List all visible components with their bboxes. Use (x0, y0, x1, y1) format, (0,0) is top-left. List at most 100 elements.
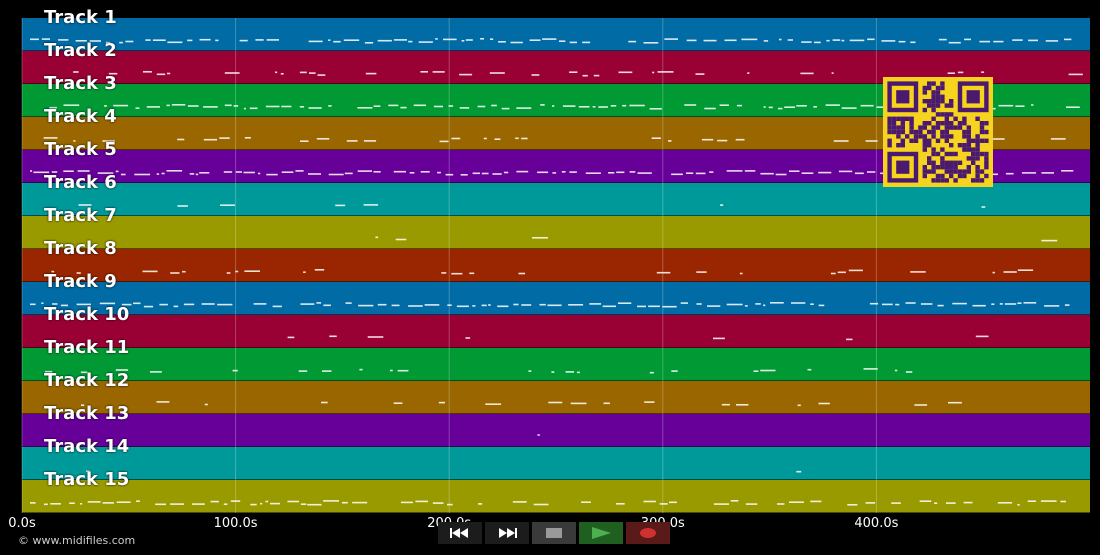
note (397, 369, 409, 372)
note (391, 304, 400, 307)
note (512, 501, 527, 503)
note (133, 302, 141, 305)
track-label: Track 1 (44, 7, 117, 28)
note (377, 303, 387, 306)
note (316, 302, 322, 304)
note (972, 304, 986, 307)
note (460, 174, 468, 176)
note (957, 71, 964, 74)
track-lane (22, 282, 1090, 315)
note (491, 104, 497, 107)
note (243, 171, 255, 174)
note (649, 108, 662, 110)
note (192, 503, 205, 505)
track-label: Track 7 (44, 205, 117, 226)
note (134, 173, 151, 176)
note (373, 105, 381, 107)
note (480, 38, 484, 40)
note (1031, 104, 1034, 106)
note (1017, 504, 1020, 506)
note (826, 39, 830, 42)
note (173, 305, 179, 308)
note (217, 303, 233, 306)
note (515, 137, 519, 140)
note (905, 302, 916, 304)
note (686, 39, 697, 42)
note (1028, 39, 1038, 42)
note (465, 337, 471, 339)
note (998, 104, 1014, 107)
track-lane (22, 414, 1090, 447)
note (317, 74, 326, 76)
note (472, 172, 480, 175)
note (328, 173, 344, 176)
note (63, 104, 80, 106)
note (272, 305, 282, 308)
note (1003, 271, 1017, 273)
note (1064, 304, 1070, 306)
note (300, 140, 309, 142)
track-lane (22, 315, 1090, 348)
note (203, 106, 218, 108)
note (204, 403, 208, 406)
note (226, 272, 231, 274)
note (478, 503, 483, 505)
record-button[interactable] (626, 522, 670, 544)
note (89, 40, 101, 42)
note (363, 140, 377, 142)
note (244, 137, 251, 139)
note (760, 369, 776, 372)
note (618, 71, 633, 74)
note (608, 172, 615, 174)
note (981, 71, 985, 73)
track-label: Track 12 (44, 370, 130, 391)
note (865, 140, 878, 142)
note (617, 302, 632, 304)
note (408, 40, 413, 43)
note (964, 38, 971, 41)
rewind-icon (450, 528, 468, 538)
note (343, 39, 360, 41)
note (763, 40, 769, 42)
note (1021, 172, 1037, 174)
note (760, 172, 774, 175)
stop-button[interactable] (532, 522, 576, 544)
note (275, 71, 278, 74)
note (357, 170, 372, 172)
note (146, 106, 160, 108)
note (775, 173, 787, 176)
note (49, 106, 57, 109)
note (832, 39, 841, 41)
note (393, 402, 403, 404)
note (881, 40, 896, 42)
note (946, 502, 956, 504)
note (652, 71, 655, 74)
rewind-button[interactable] (438, 522, 482, 544)
track-label: Track 4 (44, 106, 117, 127)
note (81, 404, 85, 406)
note (656, 271, 671, 274)
note (177, 138, 185, 141)
play-button[interactable] (579, 522, 623, 544)
note (243, 107, 246, 110)
note (52, 303, 58, 305)
note (230, 500, 241, 502)
note (135, 107, 140, 109)
note (58, 39, 69, 41)
note (651, 137, 661, 139)
note (784, 106, 795, 108)
note (167, 41, 183, 44)
note (797, 404, 801, 407)
note (657, 71, 674, 73)
note (724, 39, 737, 42)
note (1044, 305, 1060, 307)
track-label: Track 3 (44, 73, 117, 94)
note (432, 71, 445, 73)
note (308, 107, 322, 109)
note (116, 501, 131, 503)
note (298, 370, 308, 372)
fast-forward-button[interactable] (485, 522, 529, 544)
note (447, 503, 453, 506)
note (598, 106, 608, 108)
track-lane (22, 18, 1090, 51)
